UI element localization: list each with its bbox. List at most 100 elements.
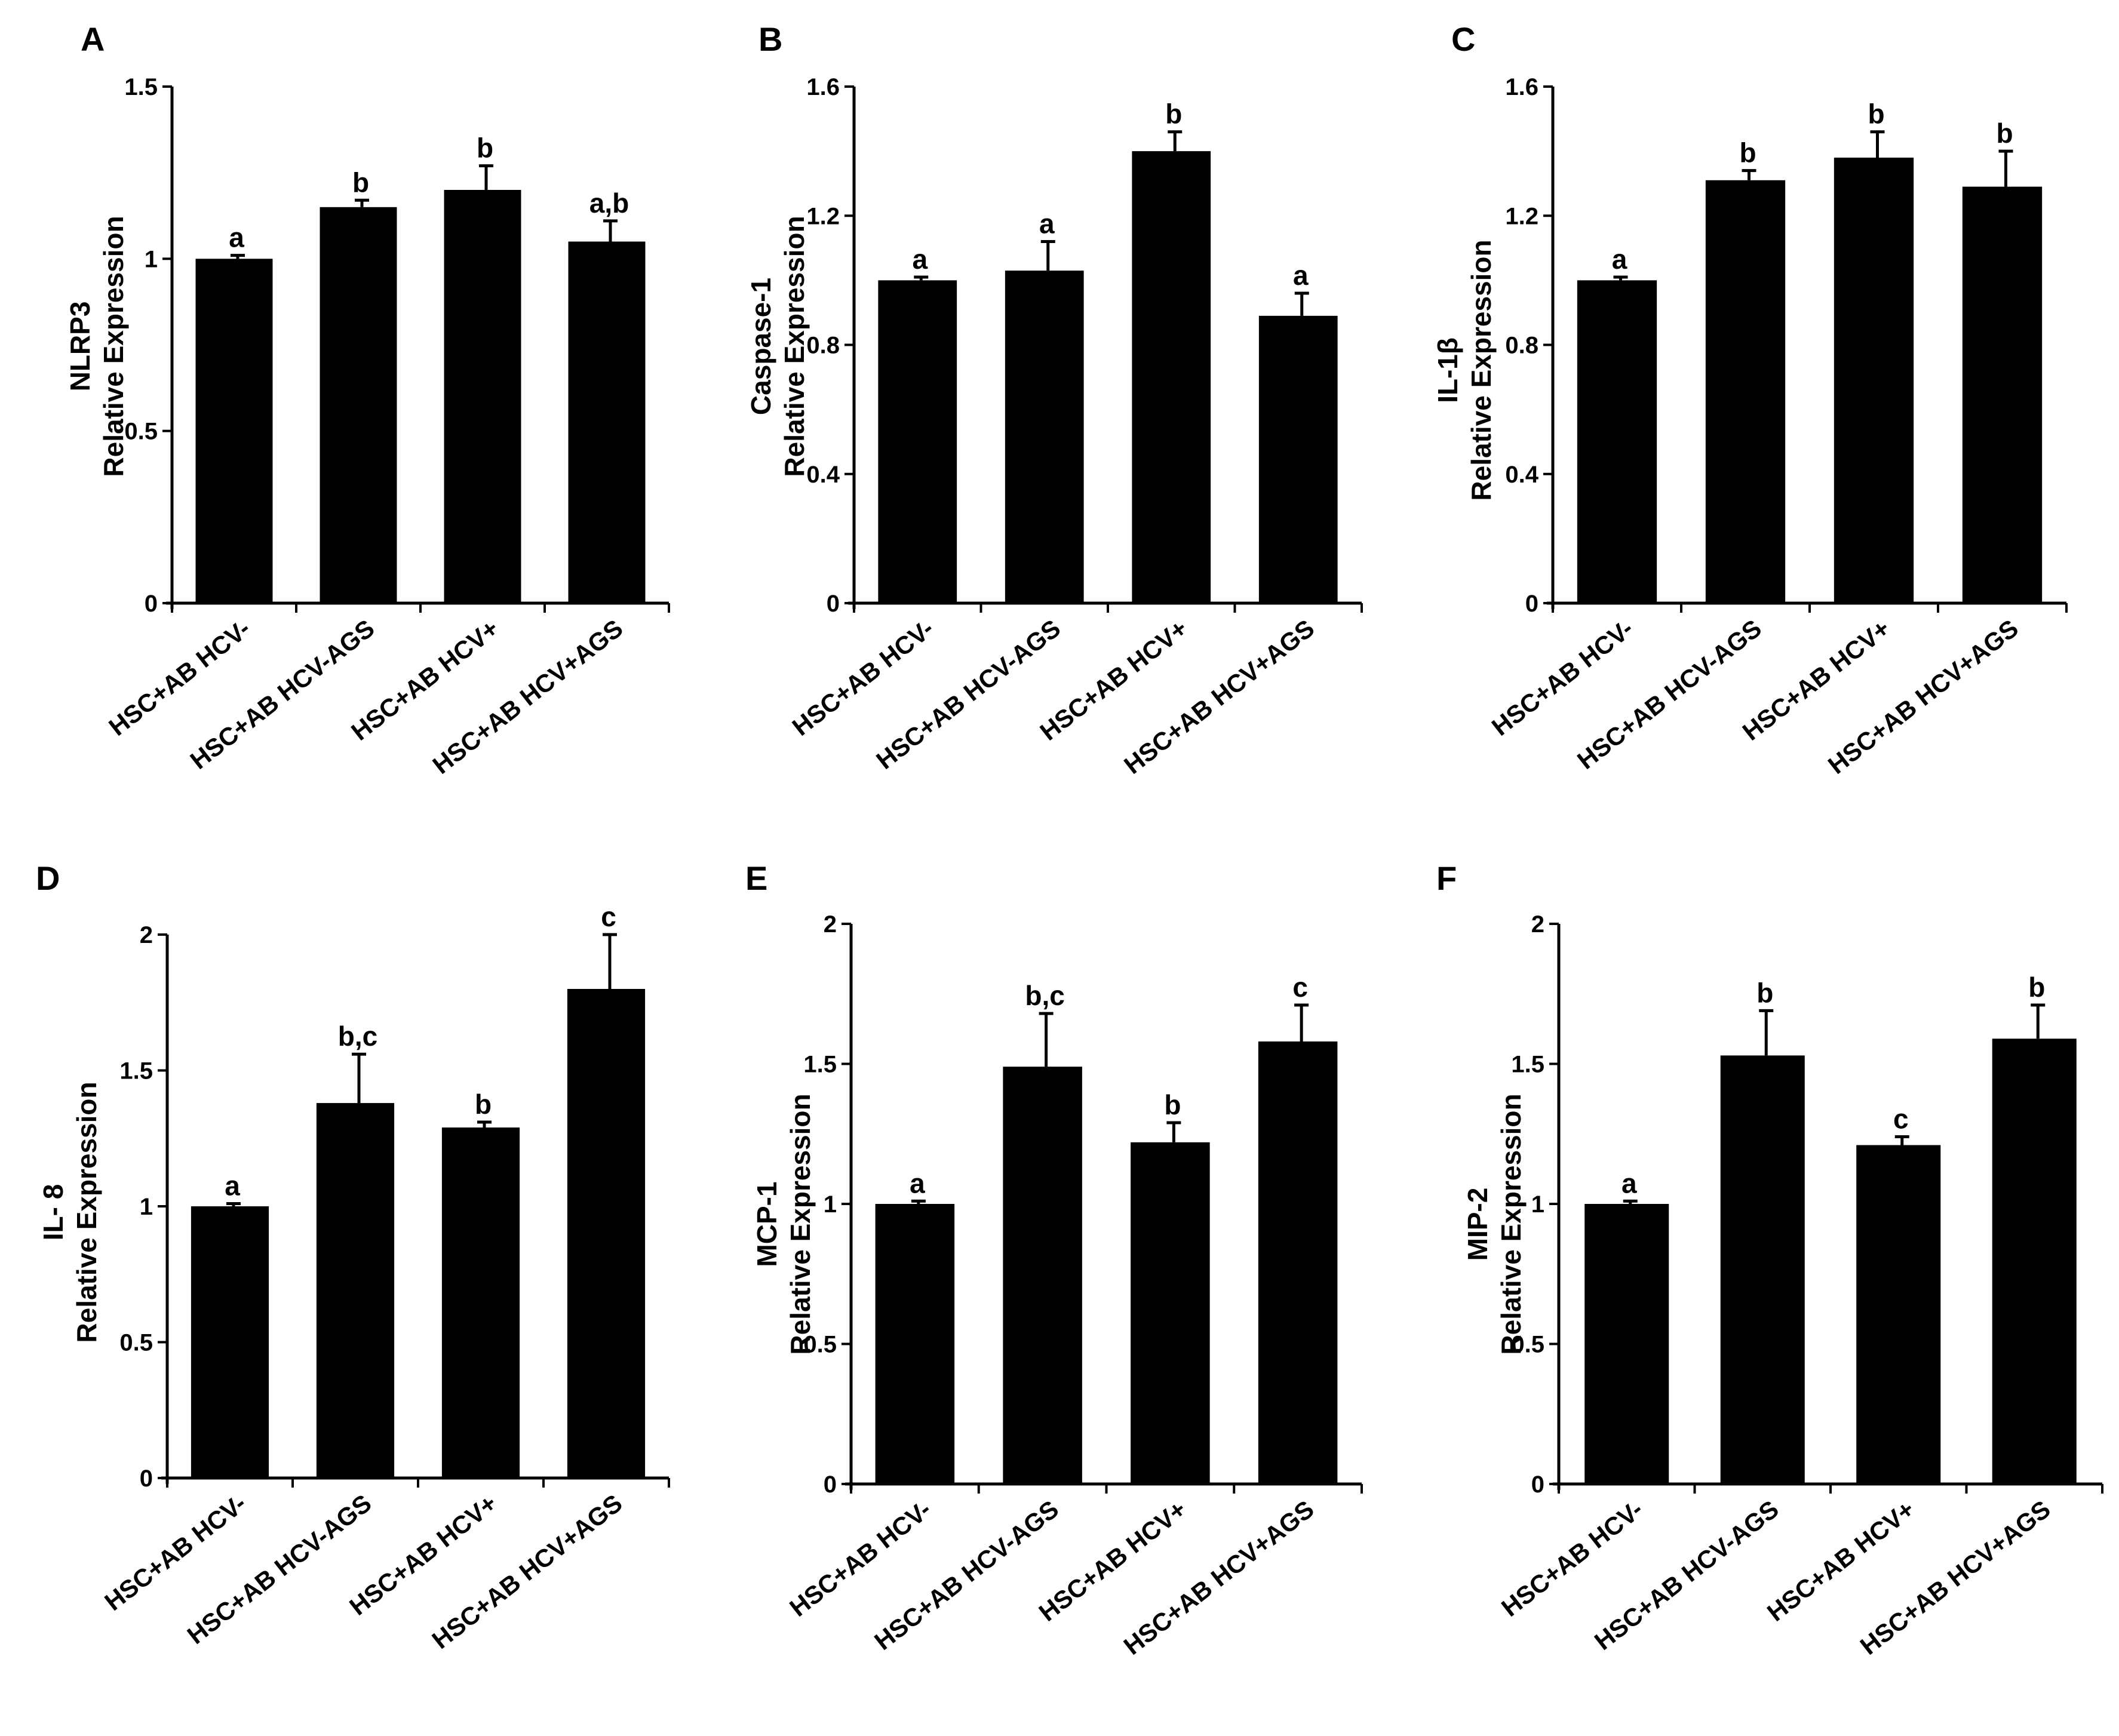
y-tick-label: 0.4 <box>1505 462 1538 488</box>
y-axis-label-line: Relative Expression <box>1495 1093 1527 1354</box>
bar <box>878 280 957 603</box>
bar <box>1131 1142 1210 1484</box>
y-axis-label-line: Caspase-1 <box>745 278 776 415</box>
panel-letter: D <box>36 859 60 897</box>
bar <box>441 1127 520 1478</box>
significance-label: a,b <box>589 188 629 219</box>
significance-label: a <box>229 222 244 253</box>
bar <box>1962 186 2043 603</box>
significance-label: a <box>1293 260 1309 291</box>
significance-label: a <box>1622 1167 1637 1199</box>
y-axis-label-line: IL-1β <box>1432 337 1463 403</box>
bar <box>1992 1038 2077 1484</box>
bar <box>567 989 646 1478</box>
bar <box>1258 315 1338 603</box>
panel-letter: A <box>81 20 105 58</box>
bar <box>191 1206 269 1478</box>
y-tick-label: 1.2 <box>806 203 840 229</box>
significance-label: c <box>1292 972 1308 1003</box>
bar <box>1003 1067 1082 1484</box>
bar <box>316 1103 395 1478</box>
y-tick-label: 0 <box>827 591 840 617</box>
bar <box>320 207 397 603</box>
y-axis-label: NLRP3Relative Expression <box>65 216 129 477</box>
y-axis-label: IL- 8Relative Expression <box>38 1081 102 1342</box>
bar <box>1005 271 1084 603</box>
y-tick-label: 0 <box>145 591 158 617</box>
x-category-label: HSC+AB HCV- <box>1496 1495 1648 1622</box>
bar <box>1856 1145 1941 1484</box>
bar <box>444 190 521 603</box>
y-tick-label: 0.5 <box>119 1330 153 1356</box>
y-tick-label: 1.6 <box>1505 74 1538 100</box>
significance-label: b <box>1164 1089 1181 1120</box>
y-axis-label-line: IL- 8 <box>38 1184 69 1241</box>
panel-letter: C <box>1451 20 1475 58</box>
y-axis-label: Caspase-1Relative Expression <box>745 216 810 477</box>
significance-label: a <box>912 244 928 275</box>
bar <box>1584 1204 1669 1484</box>
significance-label: b <box>1739 137 1756 168</box>
y-tick-label: 1.5 <box>1511 1052 1544 1078</box>
significance-label: c <box>601 901 616 932</box>
y-tick-label: 0.4 <box>806 462 840 488</box>
y-tick-label: 2 <box>1531 911 1544 938</box>
bar <box>195 259 273 603</box>
significance-label: a <box>1612 244 1627 275</box>
y-tick-label: 2 <box>140 922 153 948</box>
bar <box>1258 1041 1338 1484</box>
significance-label: b <box>475 1089 492 1120</box>
significance-label: b <box>352 167 369 198</box>
y-axis-label: MCP-1Relative Expression <box>751 1093 816 1354</box>
y-tick-label: 2 <box>824 911 837 938</box>
y-tick-label: 0 <box>140 1465 153 1492</box>
significance-label: b <box>1756 977 1773 1008</box>
y-tick-label: 0.8 <box>806 333 840 359</box>
significance-label: b,c <box>338 1021 377 1052</box>
bar <box>1577 280 1657 603</box>
y-tick-label: 1.6 <box>806 74 840 100</box>
bar <box>875 1204 955 1484</box>
y-tick-label: 1 <box>140 1194 153 1220</box>
y-axis-label: IL-1βRelative Expression <box>1432 239 1497 500</box>
panel-letter: B <box>758 20 782 58</box>
significance-label: a <box>1039 208 1055 239</box>
significance-label: b <box>1996 118 2013 149</box>
significance-label: b,c <box>1025 980 1064 1011</box>
y-axis-label: MIP-2Relative Expression <box>1462 1093 1527 1354</box>
panel-letter: E <box>745 859 767 897</box>
y-axis-label-line: Relative Expression <box>785 1093 816 1354</box>
significance-label: b <box>2028 972 2045 1003</box>
y-tick-label: 0.8 <box>1505 333 1538 359</box>
y-tick-label: 1.5 <box>119 1058 153 1084</box>
bar <box>1834 157 1914 603</box>
y-tick-label: 0.5 <box>1511 1332 1544 1358</box>
y-tick-label: 1 <box>145 246 158 272</box>
bar <box>1720 1055 1805 1484</box>
significance-label: c <box>1893 1103 1909 1134</box>
significance-label: b <box>1165 99 1182 130</box>
y-axis-label-line: Relative Expression <box>779 216 810 477</box>
y-tick-label: 0.5 <box>803 1332 837 1358</box>
y-axis-label-line: NLRP3 <box>65 302 96 392</box>
y-axis-label-line: MCP-1 <box>751 1181 782 1267</box>
panel-letter: F <box>1436 859 1457 897</box>
y-tick-label: 0 <box>824 1471 837 1498</box>
y-axis-label-line: Relative Expression <box>1466 239 1497 500</box>
significance-label: b <box>1868 99 1884 130</box>
significance-label: a <box>910 1167 925 1199</box>
significance-label: a <box>225 1170 240 1201</box>
y-tick-label: 1.5 <box>803 1052 837 1078</box>
y-tick-label: 1.5 <box>124 74 158 100</box>
y-tick-label: 1 <box>824 1191 837 1218</box>
y-tick-label: 0 <box>1525 591 1538 617</box>
y-tick-label: 1 <box>1531 1191 1544 1218</box>
y-tick-label: 0 <box>1531 1471 1544 1498</box>
